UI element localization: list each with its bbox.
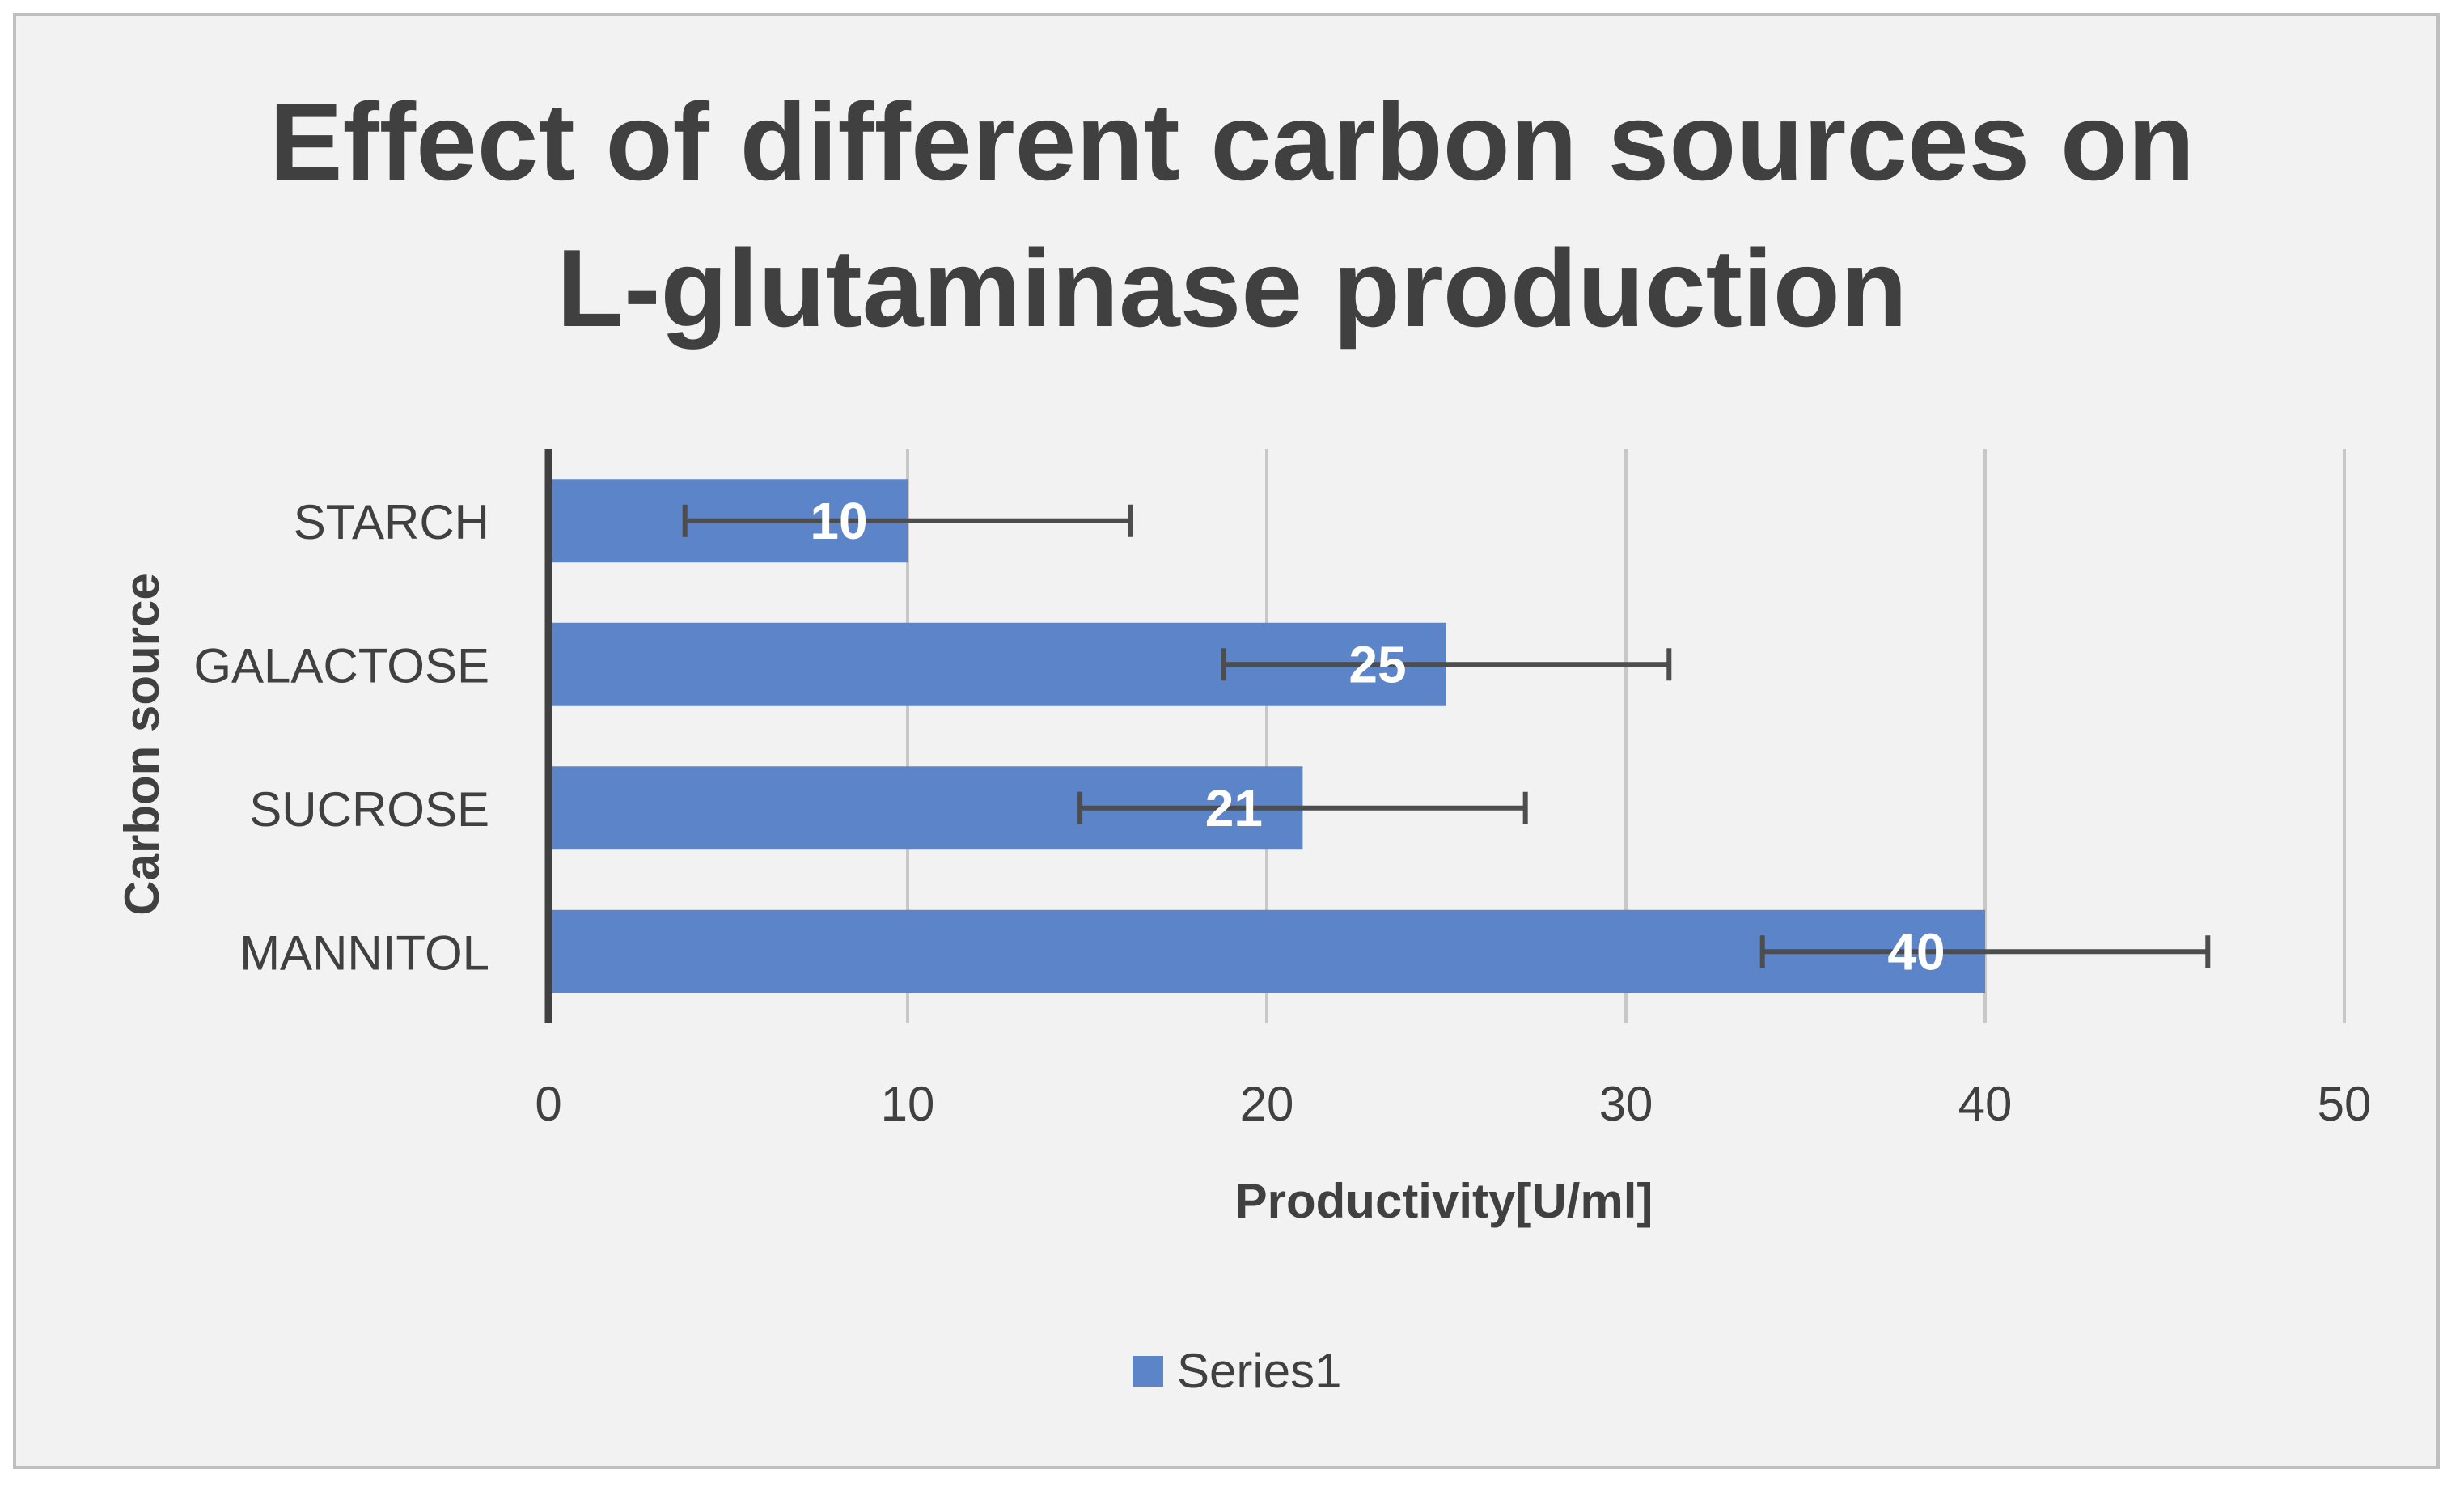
category-label-sucrose: SUCROSE [249,782,489,837]
y-axis-title: Carbon source [115,573,169,915]
chart-title-line-1: Effect of different carbon sources on [269,80,2195,203]
legend: Series1 [1133,1344,1341,1398]
error-bars [682,504,2211,968]
data-label-mannitol: 40 [1887,922,1945,981]
category-label-mannitol: MANNITOL [239,926,489,980]
data-label-starch: 10 [810,492,867,550]
data-labels: 10 25 21 40 [810,492,1945,981]
data-label-sucrose: 21 [1205,779,1263,837]
bar-mannitol [548,909,1985,993]
bars [548,479,1985,993]
chart-frame [13,13,2440,1469]
category-label-galactose: GALACTOSE [193,638,489,693]
chart-title-line-2: L-glutaminase production [557,227,1907,350]
x-tick-label-50: 50 [2318,1077,2372,1131]
x-tick-label-20: 20 [1240,1077,1294,1131]
x-tick-label-10: 10 [881,1077,935,1131]
category-label-starch: STARCH [294,495,489,549]
category-labels: STARCH GALACTOSE SUCROSE MANNITOL [193,495,489,981]
x-tick-label-40: 40 [1958,1077,2013,1131]
x-tick-label-30: 30 [1599,1077,1653,1131]
legend-swatch [1133,1356,1163,1387]
x-axis-title: Productivity[U/ml] [1235,1174,1653,1228]
x-tick-label-0: 0 [535,1077,561,1131]
legend-label: Series1 [1177,1344,1341,1398]
data-label-galactose: 25 [1348,635,1406,693]
x-tick-labels: 0 10 20 30 40 50 [535,1077,2371,1131]
